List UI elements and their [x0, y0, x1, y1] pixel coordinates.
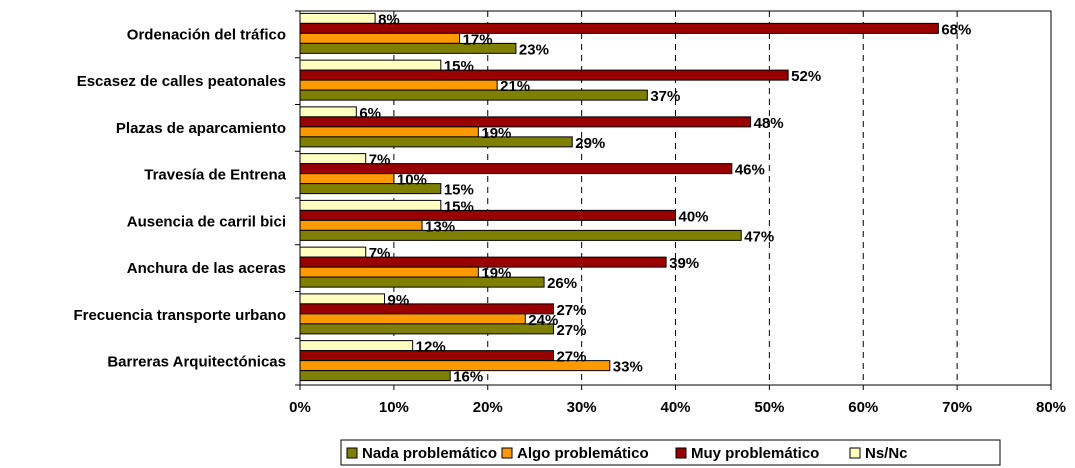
legend-swatch-algo-problematico: [501, 447, 513, 459]
bar-algo-problematico-plazas-de-aparcamiento: [299, 126, 479, 138]
legend-label-algo-problematico: Algo problemático: [517, 445, 649, 462]
data-label-ns-nc-barreras-arquitectonicas: 12%: [416, 339, 446, 356]
axes: 0% 10% 20% 30% 40% 50% 60% 70% 80% Ordenación del…: [73, 10, 1066, 416]
data-label-ns-nc-frecuencia-transporte-urbano: 9%: [387, 292, 409, 309]
data-label-nada-problematico-frecuencia-transporte-urbano: 27%: [556, 322, 586, 339]
x-tick-label: 30%: [567, 399, 597, 416]
data-label-nada-problematico-travesia-de-entrena: 15%: [444, 182, 474, 199]
data-labels: 8% 68% 17% 23% 15% 52% 21% 37% 6% 48% 19% 29% 7% 46% 1…: [359, 11, 971, 385]
x-tick-label: 70%: [942, 399, 972, 416]
bar-algo-problematico-ordenacion-del-trafico: [299, 32, 461, 44]
bar-algo-problematico-frecuencia-transporte-urbano: [299, 313, 526, 325]
legend-label-ns-nc: Ns/Nc: [865, 445, 908, 462]
bar-ns-nc-plazas-de-aparcamiento: [299, 106, 357, 118]
data-label-muy-problematico-plazas-de-aparcamiento: 48%: [754, 115, 784, 132]
bars: [299, 12, 939, 382]
data-label-ns-nc-anchura-de-las-aceras: 7%: [369, 245, 391, 262]
bar-muy-problematico-travesia-de-entrena: [299, 163, 733, 175]
data-label-nada-problematico-plazas-de-aparcamiento: 29%: [575, 135, 605, 152]
x-tick-label: 40%: [660, 399, 690, 416]
bar-nada-problematico-frecuencia-transporte-urbano: [299, 323, 554, 335]
bar-nada-problematico-plazas-de-aparcamiento: [299, 136, 573, 148]
category-label-barreras-arquitectonicas: Barreras Arquitectónicas: [107, 354, 286, 371]
data-label-ns-nc-ordenacion-del-trafico: 8%: [378, 11, 400, 28]
bar-ns-nc-anchura-de-las-aceras: [299, 246, 367, 258]
legend-swatch-nada-problematico: [346, 447, 358, 459]
bar-muy-problematico-frecuencia-transporte-urbano: [299, 303, 554, 315]
legend: Nada problemático Algo problemático Muy pr…: [340, 439, 1001, 466]
bar-nada-problematico-escasez-de-calles-peatonales: [299, 89, 648, 101]
data-label-nada-problematico-ausencia-de-carril-bici: 47%: [744, 228, 774, 245]
bar-ns-nc-travesia-de-entrena: [299, 153, 367, 165]
bar-nada-problematico-ausencia-de-carril-bici: [299, 229, 742, 241]
data-label-muy-problematico-anchura-de-las-aceras: 39%: [669, 255, 699, 272]
legend-swatch-ns-nc: [849, 447, 861, 459]
data-label-algo-problematico-plazas-de-aparcamiento: 19%: [481, 125, 511, 142]
data-label-ns-nc-travesia-de-entrena: 7%: [369, 152, 391, 169]
data-label-muy-problematico-travesia-de-entrena: 46%: [735, 162, 765, 179]
data-label-muy-problematico-barreras-arquitectonicas: 27%: [556, 349, 586, 366]
category-label-frecuencia-transporte-urbano: Frecuencia transporte urbano: [73, 307, 286, 324]
category-label-plazas-de-aparcamiento: Plazas de aparcamiento: [116, 120, 286, 137]
bar-algo-problematico-anchura-de-las-aceras: [299, 266, 479, 278]
data-label-algo-problematico-escasez-de-calles-peatonales: 21%: [500, 78, 530, 95]
data-label-ns-nc-ausencia-de-carril-bici: 15%: [444, 198, 474, 215]
category-label-ordenacion-del-trafico: Ordenación del tráfico: [127, 26, 286, 43]
x-tick-label: 60%: [848, 399, 878, 416]
data-label-algo-problematico-frecuencia-transporte-urbano: 24%: [528, 312, 558, 329]
data-label-nada-problematico-anchura-de-las-aceras: 26%: [547, 275, 577, 292]
x-tick-label: 20%: [473, 399, 503, 416]
data-label-ns-nc-plazas-de-aparcamiento: 6%: [359, 105, 381, 122]
bar-ns-nc-escasez-de-calles-peatonales: [299, 59, 442, 71]
data-label-muy-problematico-frecuencia-transporte-urbano: 27%: [556, 302, 586, 319]
bar-ns-nc-barreras-arquitectonicas: [299, 340, 414, 352]
legend-box: [340, 439, 1001, 466]
data-label-muy-problematico-ordenacion-del-trafico: 68%: [941, 21, 971, 38]
legend-label-muy-problematico: Muy problemático: [691, 445, 819, 462]
data-label-ns-nc-escasez-de-calles-peatonales: 15%: [444, 58, 474, 75]
bar-algo-problematico-travesia-de-entrena: [299, 173, 395, 185]
bar-nada-problematico-barreras-arquitectonicas: [299, 370, 451, 382]
legend-label-nada-problematico: Nada problemático: [362, 445, 497, 462]
category-label-anchura-de-las-aceras: Anchura de las aceras: [127, 260, 286, 277]
data-label-algo-problematico-barreras-arquitectonicas: 33%: [613, 359, 643, 376]
x-tick-label: 10%: [379, 399, 409, 416]
bar-ns-nc-ausencia-de-carril-bici: [299, 199, 442, 211]
data-label-nada-problematico-ordenacion-del-trafico: 23%: [519, 41, 549, 58]
bar-muy-problematico-escasez-de-calles-peatonales: [299, 69, 789, 81]
data-label-muy-problematico-ausencia-de-carril-bici: 40%: [679, 208, 709, 225]
data-label-nada-problematico-barreras-arquitectonicas: 16%: [453, 369, 483, 386]
bar-algo-problematico-escasez-de-calles-peatonales: [299, 79, 498, 91]
bar-ns-nc-frecuencia-transporte-urbano: [299, 293, 385, 305]
category-label-escasez-de-calles-peatonales: Escasez de calles peatonales: [77, 73, 286, 90]
bar-muy-problematico-ausencia-de-carril-bici: [299, 209, 676, 221]
bar-ns-nc-ordenacion-del-trafico: [299, 12, 376, 24]
data-label-algo-problematico-anchura-de-las-aceras: 19%: [481, 265, 511, 282]
bar-algo-problematico-ausencia-de-carril-bici: [299, 219, 423, 231]
data-label-algo-problematico-ausencia-de-carril-bici: 13%: [425, 218, 455, 235]
category-label-travesia-de-entrena: Travesía de Entrena: [144, 167, 286, 184]
x-tick-label: 0%: [289, 399, 311, 416]
data-label-algo-problematico-ordenacion-del-trafico: 17%: [463, 31, 493, 48]
data-label-nada-problematico-escasez-de-calles-peatonales: 37%: [650, 88, 680, 105]
legend-swatch-muy-problematico: [675, 447, 687, 459]
data-label-muy-problematico-escasez-de-calles-peatonales: 52%: [791, 68, 821, 85]
category-label-ausencia-de-carril-bici: Ausencia de carril bici: [127, 213, 286, 230]
x-tick-label: 50%: [754, 399, 784, 416]
x-tick-label: 80%: [1036, 399, 1066, 416]
data-label-algo-problematico-travesia-de-entrena: 10%: [397, 172, 427, 189]
